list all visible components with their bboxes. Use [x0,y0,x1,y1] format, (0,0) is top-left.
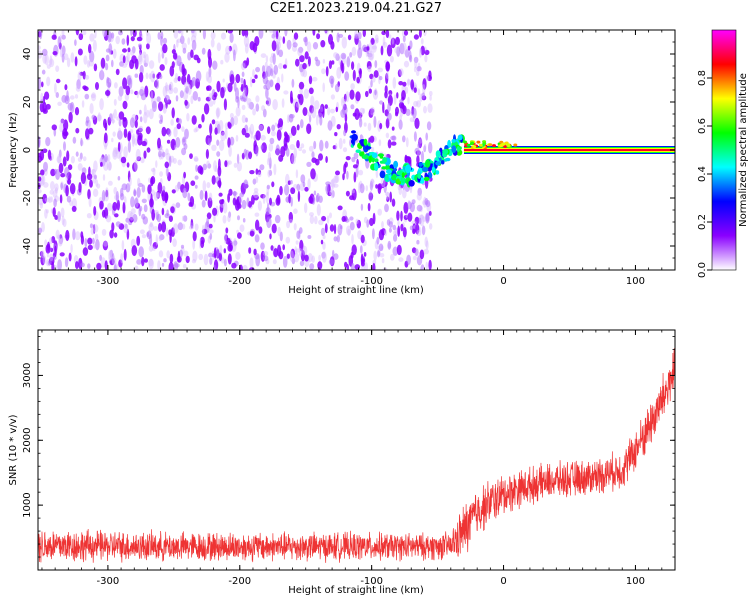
snr-x-tick-label: -200 [228,576,251,587]
colorbar-gradient [712,30,736,270]
spectrogram-x-tick-label: 100 [626,276,645,287]
spectrogram-y-axis-label: Frequency (Hz) [8,112,19,188]
spectrogram-y-tick-label: 20 [22,96,33,109]
snr-y-axis-label: SNR (10 * v/v) [8,414,19,485]
snr-y-tick-label: 3000 [22,363,33,388]
colorbar-axis: 0.0 0.2 0.4 0.6 0.8 [697,70,712,278]
colorbar-label: Normalized spectral amplitude [738,73,749,227]
snr-frame [37,329,676,571]
snr-x-tick-label: -100 [360,576,383,587]
colorbar-frame [711,29,737,271]
colorbar-tick-label: 0.6 [697,118,708,134]
chart-title: C2E1.2023.219.04.21.G27 [269,1,443,16]
snr-x-tick-label: -300 [97,576,120,587]
snr-axes: -300 -200 -100 0 100 1000 2000 3000 [22,330,676,587]
spectrogram-plot-area [38,30,675,270]
spectrogram-y-tick-label: -20 [22,190,33,206]
spectrogram-y-tick-label: -40 [22,238,33,254]
colorbar-tick-label: 0.0 [697,262,708,278]
snr-x-tick-label: 0 [500,576,506,587]
spectrogram-y-tick-label: 0 [22,147,33,153]
spectrogram-y-tick-label: 40 [22,48,33,61]
snr-series-line [38,338,675,563]
colorbar: 0.0 0.2 0.4 0.6 0.8 Normalized spectral ampl… [697,29,749,278]
spectrogram-x-tick-label: -200 [228,276,251,287]
spectrogram-x-tick-label: -100 [360,276,383,287]
colorbar-tick-label: 0.2 [697,214,708,230]
snr-plot-area [38,338,675,563]
colorbar-tick-label: 0.8 [697,70,708,86]
colorbar-tick-label: 0.4 [697,166,708,182]
spectrogram-x-tick-label: 0 [500,276,506,287]
snr-panel: -300 -200 -100 0 100 1000 2000 3000 Height of s… [8,329,676,596]
snr-y-tick-label: 1000 [22,492,33,517]
spectrogram-x-tick-label: -300 [97,276,120,287]
snr-y-tick-label: 2000 [22,428,33,453]
snr-x-tick-label: 100 [626,576,645,587]
spectrogram-x-axis-label: Height of straight line (km) [288,285,424,296]
snr-x-axis-label: Height of straight line (km) [288,585,424,596]
